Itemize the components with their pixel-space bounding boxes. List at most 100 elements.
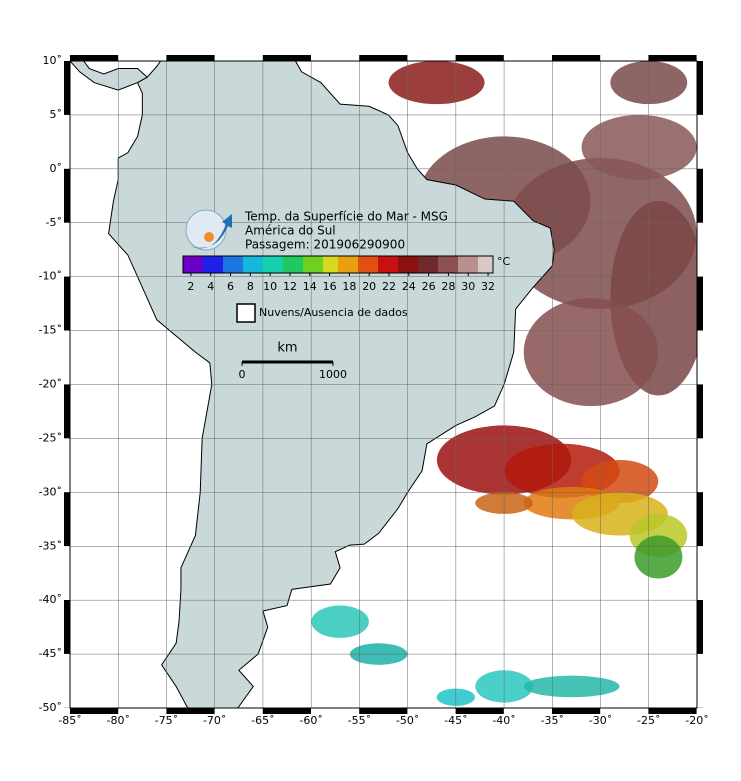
colorbar-tick-label: 2 <box>187 280 194 293</box>
map-area <box>70 61 697 708</box>
colorbar-cell <box>348 256 354 273</box>
colorbar-tick-label: 30 <box>461 280 475 293</box>
x-tick-label: -35˚ <box>541 714 564 727</box>
colorbar-tick-label: 6 <box>227 280 234 293</box>
colorbar-cell <box>248 256 254 273</box>
colorbar-cell <box>298 256 304 273</box>
scale-tick-label: 0 <box>239 368 246 381</box>
colorbar-tick-label: 28 <box>441 280 455 293</box>
colorbar-cell <box>198 256 204 273</box>
frame-bar <box>262 708 311 714</box>
colorbar-cell <box>483 256 489 273</box>
colorbar-cell <box>368 256 374 273</box>
colorbar-cell <box>413 256 419 273</box>
colorbar-cell <box>303 256 309 273</box>
frame-bar <box>697 168 703 223</box>
x-tick-label: -85˚ <box>58 714 81 727</box>
colorbar-cell <box>393 256 399 273</box>
logo-arrow <box>190 214 232 249</box>
colorbar-cell <box>468 256 474 273</box>
pass-time: Passagem: 201906290900 <box>245 238 405 252</box>
legend-swatch <box>236 303 256 323</box>
y-tick-label: -15˚ <box>39 324 62 337</box>
frame-bar <box>262 55 311 61</box>
x-tick-label: -80˚ <box>106 714 129 727</box>
sst-patch <box>388 61 485 105</box>
frame-bar <box>166 708 215 714</box>
y-tick-label: -10˚ <box>39 270 62 283</box>
colorbar-cell <box>238 256 244 273</box>
colorbar-cell <box>313 256 319 273</box>
y-tick-label: -35˚ <box>39 539 62 552</box>
colorbar-cell <box>183 256 189 273</box>
x-tick-label: -55˚ <box>348 714 371 727</box>
land <box>70 61 149 91</box>
y-tick-label: -5˚ <box>46 216 62 229</box>
x-tick-label: -20˚ <box>685 714 708 727</box>
colorbar-cell <box>453 256 459 273</box>
frame-bar <box>166 55 215 61</box>
frame-bar <box>552 708 601 714</box>
frame-bar <box>64 61 70 115</box>
colorbar-cell <box>223 256 229 273</box>
logo-sun <box>204 232 214 242</box>
colorbar-cell <box>403 256 409 273</box>
frame-bar <box>70 55 119 61</box>
colorbar-cell <box>463 256 469 273</box>
colorbar-cell <box>268 256 274 273</box>
colorbar-cell <box>338 256 344 273</box>
frame-bar <box>552 55 601 61</box>
legend-label: Nuvens/Ausencia de dados <box>259 306 408 319</box>
frame-bar <box>697 384 703 439</box>
colorbar-tick-label: 16 <box>323 280 337 293</box>
colorbar-tick-label: 24 <box>402 280 416 293</box>
colorbar-cell <box>423 256 429 273</box>
y-tick-label: -30˚ <box>39 485 62 498</box>
colorbar-cell <box>488 256 494 273</box>
colorbar-tick-label: 18 <box>342 280 356 293</box>
frame-bar <box>64 168 70 223</box>
frame-bar <box>64 276 70 331</box>
x-tick-label: -40˚ <box>492 714 515 727</box>
frame-bar <box>64 492 70 547</box>
x-tick-label: -30˚ <box>589 714 612 727</box>
colorbar-cell <box>373 256 379 273</box>
frame-bar <box>697 492 703 547</box>
frame-bar <box>64 600 70 654</box>
colorbar-cell <box>333 256 339 273</box>
x-tick-label: -50˚ <box>396 714 419 727</box>
colorbar-cell <box>213 256 219 273</box>
colorbar-tick-label: 22 <box>382 280 396 293</box>
colorbar-unit: °C <box>497 255 511 268</box>
colorbar-frame <box>182 255 494 274</box>
colorbar-cell <box>443 256 449 273</box>
subtitle: América do Sul <box>245 224 336 238</box>
y-tick-label: 10˚ <box>43 54 63 67</box>
colorbar-cell <box>218 256 224 273</box>
colorbar-cell <box>388 256 394 273</box>
frame-bar <box>359 55 408 61</box>
colorbar-tick-label: 26 <box>422 280 436 293</box>
colorbar-cell <box>323 256 329 273</box>
colorbar-cell <box>203 256 209 273</box>
colorbar-tick-label: 14 <box>303 280 317 293</box>
colorbar-cell <box>283 256 289 273</box>
y-tick-label: 0˚ <box>50 162 63 175</box>
frame-bar <box>697 276 703 331</box>
colorbar-cell <box>433 256 439 273</box>
colorbar-tick-label: 8 <box>247 280 254 293</box>
y-tick-label: -40˚ <box>39 593 62 606</box>
colorbar-cell <box>378 256 384 273</box>
overlay: Temp. da Superfície do Mar - MSG América… <box>182 209 511 381</box>
y-tick-label: -50˚ <box>39 701 62 714</box>
colorbar-cell <box>473 256 479 273</box>
colorbar-cell <box>398 256 404 273</box>
frame-bar <box>648 55 697 61</box>
colorbar-cell <box>193 256 199 273</box>
sst-patch <box>523 675 620 698</box>
colorbar-tick-label: 12 <box>283 280 297 293</box>
colorbar-cell <box>318 256 324 273</box>
scale-tick-label: 1000 <box>319 368 347 381</box>
colorbar-cell <box>273 256 279 273</box>
x-tick-label: -75˚ <box>155 714 178 727</box>
